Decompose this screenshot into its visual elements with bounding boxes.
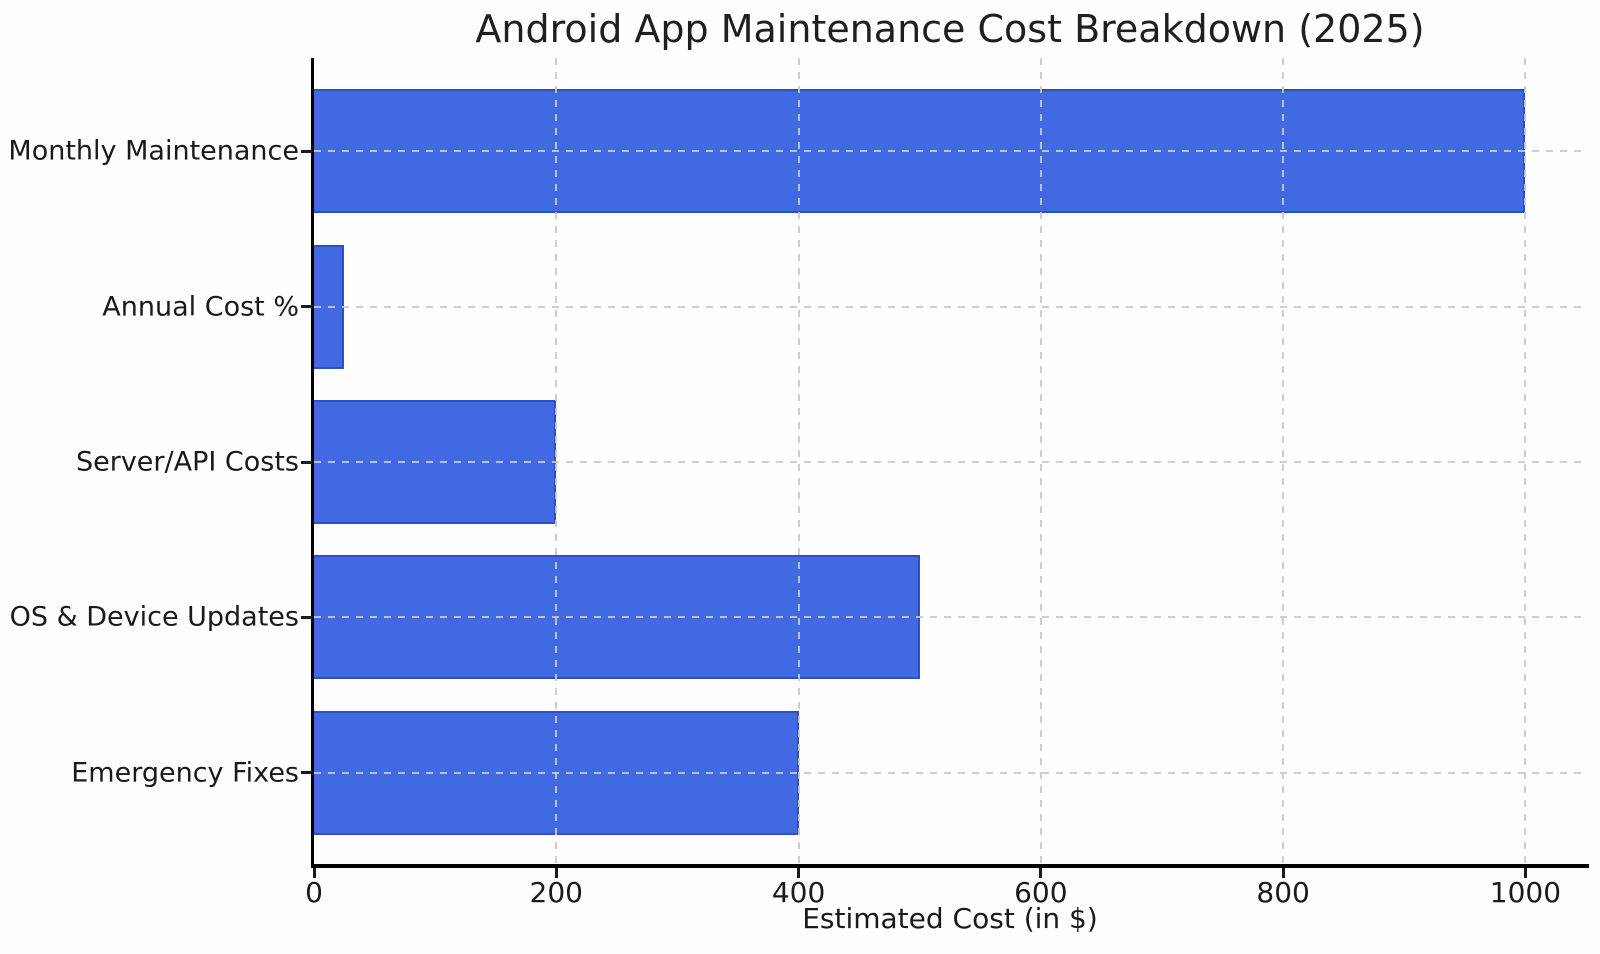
gridline-y-os-device-updates	[314, 616, 1586, 619]
x-tick-label-400: 400	[771, 876, 826, 909]
y-tick-label-monthly-maintenance: Monthly Maintenance	[8, 135, 299, 167]
x-tick-mark-800	[1281, 868, 1285, 878]
y-tick-mark-monthly-maintenance	[301, 149, 312, 153]
plot-area	[314, 58, 1586, 866]
x-tick-label-0: 0	[305, 876, 323, 909]
x-tick-label-600: 600	[1014, 876, 1068, 909]
x-tick-mark-600	[1039, 868, 1043, 878]
gridline-y-server-api-costs	[314, 461, 1586, 463]
gridline-y-monthly-maintenance	[314, 150, 1586, 153]
y-tick-mark-annual-cost	[301, 305, 312, 309]
x-tick-mark-1000	[1523, 868, 1527, 878]
x-axis-spine	[311, 864, 1589, 868]
x-tick-mark-0	[312, 868, 316, 878]
x-tick-label-800: 800	[1256, 876, 1310, 909]
y-tick-mark-os-device-updates	[301, 615, 312, 619]
y-axis-spine	[311, 58, 314, 868]
gridline-y-emergency-fixes	[314, 771, 1586, 774]
x-tick-label-1000: 1000	[1489, 876, 1562, 909]
x-tick-mark-200	[554, 868, 558, 878]
y-tick-label-annual-cost: Annual Cost %	[102, 291, 299, 323]
x-tick-label-200: 200	[529, 876, 584, 909]
x-axis-label: Estimated Cost (in $)	[802, 902, 1098, 935]
chart-title: Android App Maintenance Cost Breakdown (…	[475, 7, 1425, 51]
y-tick-label-server-api-costs: Server/API Costs	[75, 446, 299, 478]
y-tick-mark-server-api-costs	[301, 460, 312, 464]
y-tick-mark-emergency-fixes	[301, 771, 312, 775]
y-tick-label-emergency-fixes: Emergency Fixes	[71, 757, 299, 789]
x-tick-mark-400	[797, 868, 801, 878]
gridline-y-annual-cost	[314, 305, 1586, 308]
y-tick-label-os-device-updates: OS & Device Updates	[9, 601, 299, 633]
